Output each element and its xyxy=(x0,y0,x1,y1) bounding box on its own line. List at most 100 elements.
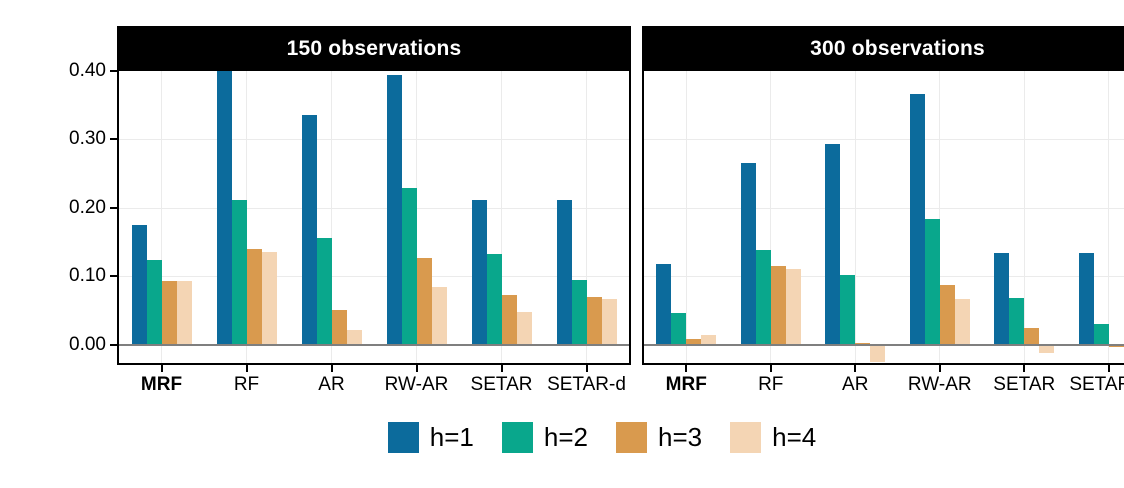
x-tick-mark xyxy=(161,365,163,372)
bar-rw-ar-h4 xyxy=(432,287,447,344)
y-tick-mark xyxy=(110,138,117,140)
x-tick-mark xyxy=(1023,365,1025,372)
x-axis: MRF RF AR RW-AR SETAR SETAR-d xyxy=(642,365,1124,401)
legend-label: h=3 xyxy=(658,422,702,453)
bar-ar-h2 xyxy=(840,275,855,344)
bar-ar-h4 xyxy=(870,345,885,362)
legend-item-h3: h=3 xyxy=(616,422,702,453)
legend-color-swatch xyxy=(502,422,533,453)
x-tick-mark xyxy=(1108,365,1110,372)
facet-strip: 150 observations xyxy=(117,26,631,69)
x-tick-label-ar: AR xyxy=(842,374,868,396)
x-tick-label-rf: RF xyxy=(758,374,783,396)
y-tick-mark xyxy=(110,275,117,277)
horizontal-gridline xyxy=(119,139,629,140)
legend-color-swatch xyxy=(616,422,647,453)
legend-item-h2: h=2 xyxy=(502,422,588,453)
legend-label: h=2 xyxy=(544,422,588,453)
bar-setar-d-h3 xyxy=(587,297,602,344)
bar-ar-h4 xyxy=(347,330,362,344)
bar-rf-h3 xyxy=(247,249,262,344)
bar-ar-h1 xyxy=(825,144,840,344)
y-tick-label: 0.20 xyxy=(40,197,106,219)
horizontal-gridline xyxy=(644,276,1124,277)
grouped-bar-chart-figure: 0.00 0.10 0.20 0.30 0.40 150 observations MRF… xyxy=(40,16,1124,472)
plot-area xyxy=(117,69,631,365)
x-tick-mark xyxy=(416,365,418,372)
bar-rw-ar-h1 xyxy=(910,94,925,345)
bar-rf-h2 xyxy=(756,250,771,344)
bar-setar-h1 xyxy=(994,253,1009,345)
facet-strip: 300 observations xyxy=(642,26,1124,69)
bar-ar-h3 xyxy=(332,310,347,344)
bar-mrf-h1 xyxy=(656,264,671,345)
bar-setar-h3 xyxy=(1024,328,1039,344)
x-tick-mark xyxy=(770,365,772,372)
bar-mrf-h4 xyxy=(177,281,192,345)
x-tick-label-mrf: MRF xyxy=(141,374,182,396)
x-tick-label-rw-ar: RW-AR xyxy=(385,374,449,396)
bar-rf-h1 xyxy=(741,163,756,344)
x-tick-label-ar: AR xyxy=(318,374,344,396)
horizontal-gridline xyxy=(119,276,629,277)
x-tick-mark xyxy=(854,365,856,372)
bar-rw-ar-h3 xyxy=(940,285,955,344)
x-tick-mark xyxy=(939,365,941,372)
legend-color-swatch xyxy=(730,422,761,453)
bar-rf-h4 xyxy=(262,252,277,344)
y-tick-label: 0.10 xyxy=(40,265,106,287)
y-tick-mark xyxy=(110,70,117,72)
horizontal-gridline xyxy=(644,139,1124,140)
zero-line xyxy=(644,344,1124,346)
facet-panels: 150 observations MRF RF AR RW-AR SETAR SETAR-d… xyxy=(117,26,1124,401)
bar-rw-ar-h3 xyxy=(417,258,432,344)
legend-item-h1: h=1 xyxy=(388,422,474,453)
bar-setar-d-h2 xyxy=(1094,324,1109,345)
bar-mrf-h3 xyxy=(162,281,177,345)
zero-line xyxy=(119,344,629,346)
bar-ar-h2 xyxy=(317,238,332,345)
x-tick-label-setar-d: SETAR-d xyxy=(1069,374,1124,396)
bar-setar-d-h2 xyxy=(572,280,587,345)
bar-rw-ar-h1 xyxy=(387,75,402,344)
x-tick-label-rw-ar: RW-AR xyxy=(908,374,972,396)
legend-label: h=4 xyxy=(772,422,816,453)
x-tick-mark xyxy=(501,365,503,372)
y-tick-label: 0.30 xyxy=(40,128,106,150)
bar-mrf-h2 xyxy=(671,313,686,344)
bar-setar-h1 xyxy=(472,200,487,344)
bar-rf-h3 xyxy=(771,266,786,345)
y-axis: 0.00 0.10 0.20 0.30 0.40 xyxy=(40,16,117,416)
y-tick-label: 0.00 xyxy=(40,334,106,356)
bar-setar-h2 xyxy=(487,254,502,345)
bar-setar-d-h1 xyxy=(1079,253,1094,345)
x-tick-mark xyxy=(586,365,588,372)
vertical-gridline xyxy=(1108,71,1109,363)
facet-300-observations: 300 observations MRF RF AR RW-AR SETAR SETAR-d xyxy=(642,26,1124,401)
y-tick-mark xyxy=(110,207,117,209)
x-tick-label-mrf: MRF xyxy=(666,374,707,396)
y-tick-label: 0.40 xyxy=(40,60,106,82)
y-tick-mark xyxy=(110,344,117,346)
plot-area xyxy=(642,69,1124,365)
horizontal-gridline xyxy=(644,208,1124,209)
bar-rw-ar-h2 xyxy=(925,219,940,345)
bar-setar-h4 xyxy=(517,312,532,344)
bar-rw-ar-h4 xyxy=(955,299,970,344)
bar-setar-d-h4 xyxy=(602,299,617,344)
legend: h=1 h=2 h=3 h=4 xyxy=(40,418,1124,456)
bar-mrf-h2 xyxy=(147,260,162,345)
bar-rw-ar-h2 xyxy=(402,188,417,345)
bar-rf-h1 xyxy=(217,69,232,345)
x-tick-label-setar: SETAR xyxy=(993,374,1055,396)
horizontal-gridline xyxy=(119,208,629,209)
bar-setar-h2 xyxy=(1009,298,1024,345)
x-tick-mark xyxy=(331,365,333,372)
x-tick-mark xyxy=(685,365,687,372)
legend-item-h4: h=4 xyxy=(730,422,816,453)
legend-color-swatch xyxy=(388,422,419,453)
bar-rf-h2 xyxy=(232,200,247,345)
facet-strip-title: 150 observations xyxy=(287,37,462,61)
